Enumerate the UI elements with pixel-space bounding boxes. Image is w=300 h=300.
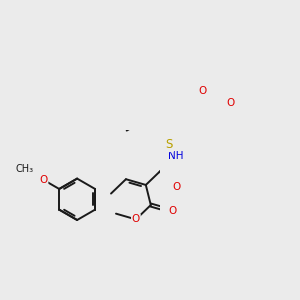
- Text: O: O: [132, 214, 140, 224]
- Text: O: O: [172, 182, 181, 192]
- Text: NH: NH: [168, 151, 183, 161]
- Text: O: O: [169, 206, 177, 216]
- Text: O: O: [226, 98, 234, 109]
- Text: O: O: [39, 175, 48, 185]
- Text: CH₃: CH₃: [15, 164, 34, 174]
- Text: O: O: [199, 86, 207, 96]
- Text: S: S: [166, 138, 173, 151]
